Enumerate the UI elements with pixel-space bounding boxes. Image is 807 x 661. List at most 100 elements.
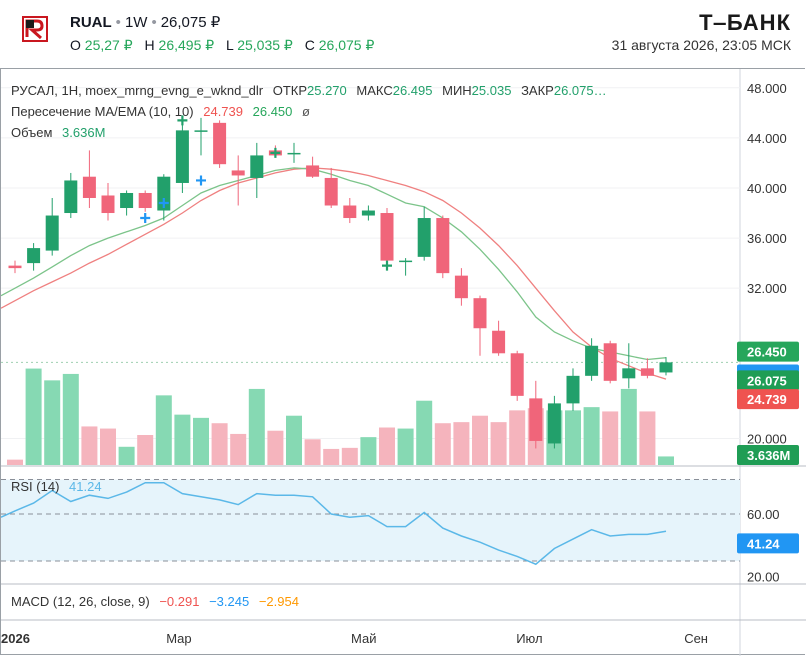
candle-body <box>492 330 506 354</box>
close-label: C <box>304 37 315 53</box>
volume-bar <box>286 415 302 465</box>
legend-high: 26.495 <box>393 83 433 98</box>
candle-body <box>510 353 524 396</box>
volume-bar <box>304 439 321 465</box>
candle-body <box>361 210 375 216</box>
volume-bar <box>565 410 581 465</box>
candle-body <box>417 218 431 257</box>
candle-body <box>324 177 338 206</box>
time-axis-label: 2026 <box>1 631 30 646</box>
price-tick-label: 36.000 <box>747 231 787 246</box>
rsi-tick-label: 20.00 <box>747 570 780 585</box>
candle-body <box>8 265 22 269</box>
volume-bar <box>509 410 526 465</box>
volume-bar <box>360 437 377 465</box>
time-axis-label: Июл <box>516 631 542 646</box>
volume-bar <box>81 426 98 465</box>
legend-volume-label: Объем <box>11 125 52 140</box>
header: RUAL • 1W • 26,075 ₽ O 25,27 ₽ H 26,495 ₽ L … <box>0 0 807 68</box>
ticker-line: RUAL • 1W • 26,075 ₽ <box>70 14 221 31</box>
rusal-logo <box>22 16 48 47</box>
candle-body <box>603 343 617 381</box>
price-tick-label: 48.000 <box>747 81 787 96</box>
candle-body <box>175 130 189 183</box>
candle-body <box>659 362 673 373</box>
legend-low: 25.035 <box>472 83 512 98</box>
legend-ema-value: 26.450 <box>253 104 293 119</box>
rsi-badge: 41.24 <box>747 536 780 551</box>
rsi-pane <box>0 479 740 566</box>
open-value: 25,27 ₽ <box>84 37 133 53</box>
candle-body <box>287 152 301 155</box>
volume-bar <box>174 414 191 465</box>
open-label: O <box>70 37 81 53</box>
legend-close-label: ЗАКР <box>521 83 554 98</box>
cross-marker <box>177 115 188 126</box>
legend-high-label: МАКС <box>356 83 392 98</box>
volume-bar <box>230 433 247 465</box>
candle-body <box>566 375 580 404</box>
ohlc-line: O 25,27 ₽ H 26,495 ₽ L 25,035 ₽ C 26,075… <box>70 37 382 54</box>
legend-macd-value: −0.291 <box>159 594 199 609</box>
volume-bar <box>44 380 61 465</box>
candle-body <box>585 345 599 376</box>
symbol: RUAL <box>70 14 112 31</box>
candle-body <box>138 192 152 209</box>
candle-body <box>473 298 487 329</box>
volume-bar <box>639 411 656 465</box>
candle-body <box>101 195 115 214</box>
volume-bar <box>193 417 209 465</box>
legend-open-label: ОТКР <box>273 83 307 98</box>
price-tick-label: 44.000 <box>747 131 787 146</box>
legend-prefix: РУСАЛ, 1Н, moex_mrng_evng_e_wknd_dlr <box>11 83 264 98</box>
volume-bar <box>490 422 507 465</box>
candle-body <box>529 398 543 441</box>
axis-ticks: 48.000 44.000 40.000 36.000 32.000 20.000 60.0… <box>1 81 787 646</box>
rsi-tick-label: 60.00 <box>747 507 780 522</box>
volume-bar <box>416 400 433 465</box>
candle-body <box>213 122 227 165</box>
legend-macd-line: MACD (12, 26, close, 9) −0.291 −3.245 −2… <box>11 594 299 609</box>
volume-bar <box>658 456 674 465</box>
candle-body <box>250 155 264 178</box>
legend-macd-label: MACD (12, 26, close, 9) <box>11 594 150 609</box>
volume-bar <box>341 447 358 465</box>
candle-body <box>343 205 357 219</box>
interval: 1W <box>124 14 148 31</box>
volume-bar <box>211 423 228 465</box>
last-price: 26,075 ₽ <box>160 14 221 31</box>
candle-body <box>194 130 208 132</box>
price-tick-label: 32.000 <box>747 281 787 296</box>
volume-bar <box>25 368 42 465</box>
low-label: L <box>226 37 234 53</box>
candle-body <box>45 215 59 251</box>
ema-badge: 26.450 <box>747 345 787 360</box>
legend-close: 26.075… <box>554 83 607 98</box>
volume-bar <box>248 388 265 465</box>
volume-bar <box>453 422 470 465</box>
legend-ma-value: 24.739 <box>203 104 243 119</box>
time-axis-label: Сен <box>684 631 708 646</box>
volume-bar <box>397 428 414 465</box>
ma-badge: 24.739 <box>747 392 787 407</box>
candle-body <box>640 368 654 376</box>
rsi-band <box>1 479 740 562</box>
volume-bar <box>583 407 600 465</box>
legend-volume-value: 3.636M <box>62 125 105 140</box>
time-axis-label: Мар <box>166 631 191 646</box>
legend-low-label: МИН <box>442 83 472 98</box>
time-axis-label: Май <box>351 631 376 646</box>
ema-badge-bg <box>737 341 799 362</box>
close-value: 26,075 ₽ <box>318 37 375 53</box>
legend-ma-label: Пересечение MA/EMA (10, 10) <box>11 104 194 119</box>
legend-rsi-value: 41.24 <box>69 479 102 494</box>
chart-svg[interactable]: 48.000 44.000 40.000 36.000 32.000 20.000 60.0… <box>0 69 806 656</box>
candle-body <box>436 218 450 274</box>
close-badge: 26.075 <box>747 373 787 388</box>
price-tick-label: 20.000 <box>747 431 787 446</box>
rsi-badge-bg <box>737 533 799 554</box>
volume-bar <box>100 428 116 465</box>
volume-bar <box>379 427 395 465</box>
volume-badge: 3.636M <box>747 448 790 463</box>
candle-body <box>547 403 561 444</box>
